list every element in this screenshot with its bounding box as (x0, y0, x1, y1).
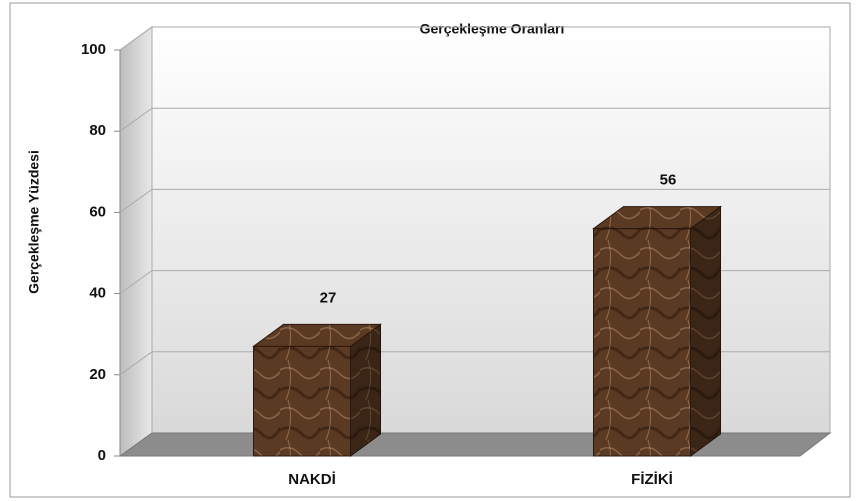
y-tick-label: 100 (81, 41, 106, 58)
side-wall (119, 26, 153, 457)
bar-side-shade (690, 206, 721, 456)
bar (253, 345, 351, 457)
y-tick-label: 40 (89, 285, 106, 302)
grid-line (119, 188, 830, 213)
x-tick-label: NAKDİ (288, 471, 336, 488)
bar (593, 228, 691, 457)
bar-side-shade (350, 324, 381, 456)
chart-title: Gerçekleşme Oranları (420, 21, 565, 37)
x-tick-label: FİZİKİ (631, 471, 673, 488)
data-label: 27 (320, 289, 337, 306)
y-tick-label: 0 (98, 447, 106, 464)
y-tick-label: 80 (89, 122, 106, 139)
y-tick-label: 60 (89, 203, 106, 220)
y-tick-label: 20 (89, 366, 106, 383)
data-label: 56 (660, 172, 677, 189)
floor (118, 432, 832, 457)
y-axis-label: Gerçekleşme Yüzdesi (26, 150, 42, 294)
grid-line (119, 107, 830, 132)
grid-line (119, 26, 830, 51)
